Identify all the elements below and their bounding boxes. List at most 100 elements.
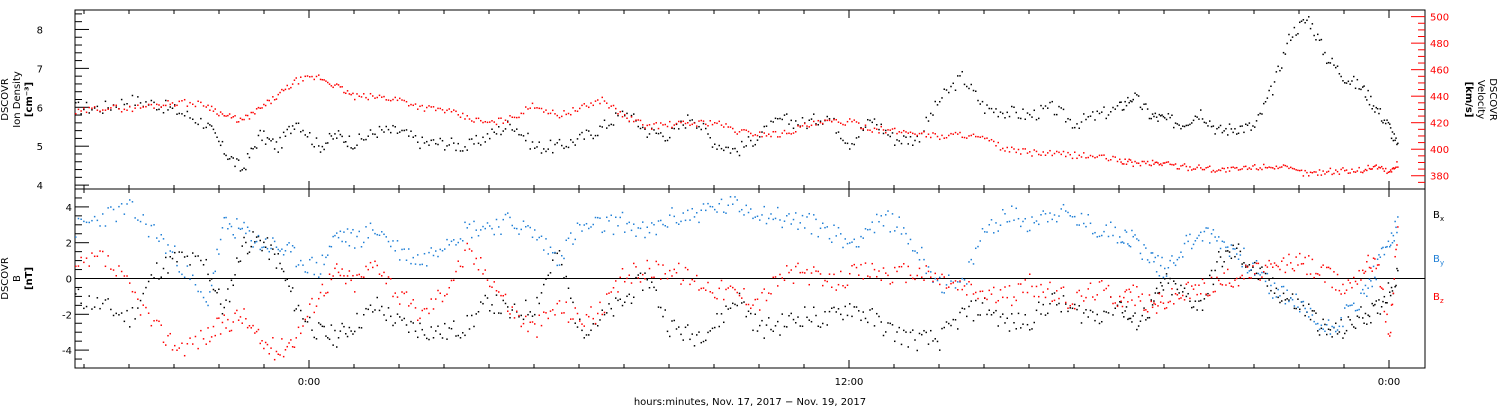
b-by-point bbox=[115, 220, 117, 223]
velocity-point bbox=[1389, 171, 1391, 173]
b-bz-point bbox=[581, 323, 583, 325]
b-bz-point bbox=[257, 328, 260, 331]
b-bx-point bbox=[282, 270, 285, 273]
b-bx-point bbox=[815, 314, 817, 317]
density-point bbox=[1210, 125, 1213, 128]
b-bz-point bbox=[1004, 286, 1006, 288]
b-bz-point bbox=[1230, 285, 1233, 287]
b-by-point bbox=[723, 211, 725, 213]
velocity-point bbox=[356, 93, 358, 95]
b-by-point bbox=[1320, 324, 1323, 327]
b-bz-point bbox=[698, 289, 700, 291]
b-bx-point bbox=[1246, 265, 1249, 267]
b-bz-point bbox=[970, 283, 972, 286]
b-by-point bbox=[1092, 232, 1094, 235]
b-bz-point bbox=[1205, 293, 1207, 295]
velocity-point bbox=[448, 108, 450, 110]
b-bx-point bbox=[1387, 282, 1390, 284]
velocity-point bbox=[1236, 166, 1238, 169]
b-bx-point bbox=[779, 334, 781, 336]
b-bx-point bbox=[572, 301, 574, 304]
velocity-point bbox=[945, 136, 948, 139]
b-by-point bbox=[202, 296, 205, 299]
density-point bbox=[277, 151, 279, 153]
density-point bbox=[1326, 62, 1328, 65]
b-bz-point bbox=[869, 276, 871, 278]
density-point bbox=[621, 110, 624, 113]
b-by-point bbox=[232, 234, 234, 236]
density-point bbox=[1047, 107, 1049, 109]
b-bx-point bbox=[1261, 266, 1263, 268]
b-by-point bbox=[1391, 241, 1394, 244]
density-point bbox=[410, 130, 412, 132]
velocity-point bbox=[770, 135, 772, 138]
velocity-point bbox=[325, 80, 327, 82]
velocity-point bbox=[432, 106, 435, 108]
b-by-point bbox=[318, 276, 320, 278]
b-bx-point bbox=[675, 328, 678, 330]
b-by-point bbox=[1243, 247, 1245, 250]
b-bx-point bbox=[1062, 295, 1065, 297]
b-bz-point bbox=[1056, 290, 1058, 292]
b-bz-point bbox=[1317, 273, 1319, 275]
density-point bbox=[549, 139, 552, 142]
b-bz-point bbox=[1374, 258, 1376, 260]
density-point bbox=[453, 142, 455, 144]
velocity-point bbox=[281, 88, 283, 91]
velocity-point bbox=[993, 140, 995, 143]
b-bx-point bbox=[444, 322, 446, 325]
b-bz-point bbox=[999, 289, 1002, 291]
velocity-point bbox=[178, 100, 180, 103]
b-by-point bbox=[1219, 247, 1222, 250]
y-tick-label: 5 bbox=[37, 142, 43, 153]
density-point bbox=[1234, 128, 1236, 130]
b-by-point bbox=[356, 235, 358, 238]
density-point bbox=[716, 148, 718, 150]
b-bx-point bbox=[709, 330, 711, 332]
b-by-point bbox=[1317, 322, 1319, 325]
density-point bbox=[234, 165, 236, 168]
density-point bbox=[709, 136, 711, 139]
density-point bbox=[498, 126, 500, 128]
velocity-point bbox=[1185, 165, 1188, 168]
b-bx-point bbox=[423, 334, 426, 336]
velocity-point bbox=[153, 107, 155, 109]
b-by-point bbox=[291, 245, 294, 247]
b-bx-point bbox=[588, 334, 590, 336]
b-bz-point bbox=[959, 280, 961, 282]
b-bx-point bbox=[248, 251, 251, 253]
b-bx-point bbox=[774, 325, 777, 327]
b-bz-point bbox=[1044, 296, 1047, 299]
b-by-point bbox=[1333, 326, 1335, 329]
b-bx-point bbox=[637, 274, 639, 276]
velocity-point bbox=[412, 104, 414, 107]
velocity-point bbox=[608, 107, 610, 109]
b-by-point bbox=[1173, 262, 1175, 264]
b-by-point bbox=[770, 213, 772, 215]
velocity-point bbox=[80, 110, 82, 112]
b-bx-point bbox=[137, 307, 139, 309]
velocity-point bbox=[1161, 164, 1163, 167]
velocity-point bbox=[112, 104, 115, 107]
b-by-point bbox=[230, 225, 233, 228]
density-point bbox=[412, 136, 414, 138]
density-point bbox=[599, 125, 601, 128]
velocity-point bbox=[1335, 169, 1337, 171]
velocity-point bbox=[323, 79, 325, 81]
b-bz-point bbox=[509, 313, 511, 315]
b-by-point bbox=[1119, 236, 1121, 238]
density-point bbox=[186, 110, 189, 113]
b-by-point bbox=[750, 208, 752, 210]
density-point bbox=[399, 131, 401, 133]
b-by-point bbox=[1324, 330, 1326, 333]
b-bx-point bbox=[745, 315, 747, 318]
b-bz-point bbox=[709, 291, 711, 293]
density-point bbox=[1297, 32, 1299, 35]
b-bz-point bbox=[675, 271, 678, 274]
b-by-point bbox=[423, 252, 426, 255]
b-bz-point bbox=[1119, 295, 1121, 298]
b-by-point bbox=[842, 246, 844, 249]
density-point bbox=[1083, 113, 1085, 115]
b-by-point bbox=[110, 206, 112, 208]
velocity-point bbox=[855, 121, 858, 123]
